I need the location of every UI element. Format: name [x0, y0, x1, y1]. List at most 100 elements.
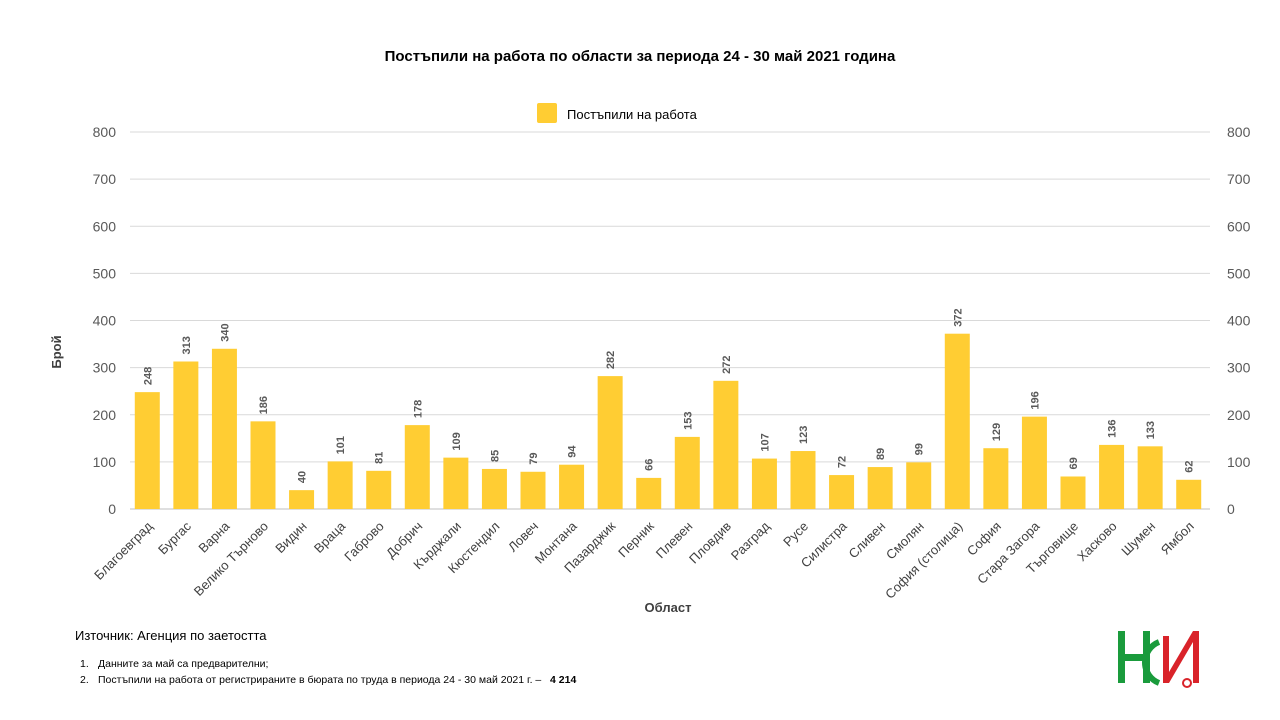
bar — [867, 467, 893, 509]
data-label: 133 — [1145, 421, 1157, 439]
y-axis-right: 0 100 200 300 400 500 600 700 800 — [1227, 124, 1251, 517]
bar — [327, 461, 353, 509]
svg-text:НСИ: НСИ — [1157, 667, 1159, 669]
category-label: Варна — [195, 518, 233, 556]
bar — [1176, 479, 1202, 509]
category-label: Габрово — [341, 519, 387, 565]
y-tick-label: 0 — [108, 501, 116, 517]
data-label: 123 — [798, 426, 810, 444]
bar — [289, 490, 315, 509]
data-label: 81 — [374, 452, 386, 464]
category-label: Видин — [272, 519, 309, 556]
category-label: Враца — [311, 518, 349, 556]
category-label: Ямбол — [1158, 519, 1197, 558]
data-label: 107 — [759, 433, 771, 451]
legend: Постъпили на работа — [537, 103, 698, 123]
y-tick-label: 300 — [93, 360, 117, 376]
legend-swatch — [537, 103, 557, 123]
data-label: 62 — [1184, 461, 1196, 473]
bar — [134, 392, 160, 509]
bar — [983, 448, 1009, 509]
bar — [597, 376, 623, 509]
y-tick-label-right: 400 — [1227, 313, 1251, 329]
data-label: 79 — [528, 453, 540, 465]
y-tick-label: 500 — [93, 265, 117, 281]
y-tick-label-right: 0 — [1227, 501, 1235, 517]
bar — [1137, 446, 1163, 509]
y-tick-label-right: 200 — [1227, 407, 1251, 423]
data-label: 99 — [914, 443, 926, 455]
chart-title: Постъпили на работа по области за период… — [385, 48, 896, 65]
category-label: Сливен — [846, 519, 889, 562]
bar — [404, 425, 430, 509]
y-tick-label-right: 700 — [1227, 171, 1251, 187]
bar — [520, 471, 546, 509]
data-label: 94 — [567, 445, 579, 458]
category-label: Ловеч — [505, 519, 541, 555]
bar — [674, 436, 700, 509]
data-label: 282 — [605, 351, 617, 369]
category-label: Хасково — [1074, 519, 1120, 565]
bar — [1099, 444, 1125, 509]
footnote-2: 2. Постъпили на работа от регистрираните … — [80, 674, 577, 686]
data-label: 85 — [489, 450, 501, 462]
footnote-1: 1. Данните за май са предварителни; — [80, 658, 269, 670]
y-tick-label-right: 800 — [1227, 124, 1251, 140]
data-label: 248 — [142, 367, 154, 385]
bars — [134, 333, 1202, 509]
category-label: Разград — [728, 518, 773, 563]
data-label: 186 — [258, 396, 270, 414]
bar — [481, 468, 507, 509]
bar — [790, 451, 816, 509]
data-labels: 248 313 340 186 40 101 81 178 109 85 79 94 282 66 153 2… — [142, 308, 1195, 483]
bar — [713, 380, 739, 509]
y-tick-label: 400 — [93, 313, 117, 329]
bar — [1021, 416, 1047, 509]
total-value: 4 214 — [550, 674, 577, 686]
data-label: 72 — [837, 456, 849, 468]
legend-label: Постъпили на работа — [567, 107, 698, 122]
bar — [751, 458, 777, 509]
category-label: Русе — [780, 519, 811, 550]
bar — [443, 457, 469, 509]
y-tick-label-right: 500 — [1227, 265, 1251, 281]
data-label: 129 — [991, 423, 1003, 441]
data-label: 178 — [412, 400, 424, 418]
bar — [211, 348, 237, 509]
y-tick-label: 700 — [93, 171, 117, 187]
bar — [829, 475, 855, 509]
data-label: 372 — [952, 308, 964, 326]
bar — [636, 477, 662, 509]
category-label: Перник — [615, 518, 657, 560]
y-tick-label-right: 100 — [1227, 454, 1251, 470]
category-label: Пловдив — [686, 518, 734, 566]
data-label: 66 — [644, 459, 656, 471]
category-label: Бургас — [155, 518, 194, 557]
y-tick-label: 800 — [93, 124, 117, 140]
data-label: 69 — [1068, 457, 1080, 469]
bar — [559, 464, 585, 509]
category-label: Благоевград — [91, 518, 156, 583]
y-axis-left: 0 100 200 300 400 500 600 700 800 — [93, 124, 117, 517]
bar — [366, 470, 392, 509]
bar-chart: Постъпили на работа по области за период… — [49, 48, 1251, 615]
bar — [173, 361, 199, 509]
category-label: Шумен — [1118, 519, 1158, 559]
data-label: 89 — [875, 448, 887, 460]
footnotes: 1. Данните за май са предварителни; 2. Пос… — [80, 656, 576, 688]
bar — [906, 462, 932, 509]
nsi-logo: НСИ — [1118, 631, 1199, 688]
data-label: 196 — [1029, 391, 1041, 409]
data-label: 136 — [1107, 420, 1119, 438]
y-tick-label-right: 600 — [1227, 218, 1251, 234]
gridlines — [130, 131, 1210, 510]
data-label: 272 — [721, 355, 733, 373]
bar — [1060, 476, 1086, 509]
data-label: 40 — [297, 471, 309, 483]
x-axis-title: Област — [645, 600, 692, 615]
y-tick-label: 200 — [93, 407, 117, 423]
data-label: 153 — [682, 412, 694, 430]
bar — [250, 421, 276, 509]
data-label: 340 — [219, 323, 231, 341]
